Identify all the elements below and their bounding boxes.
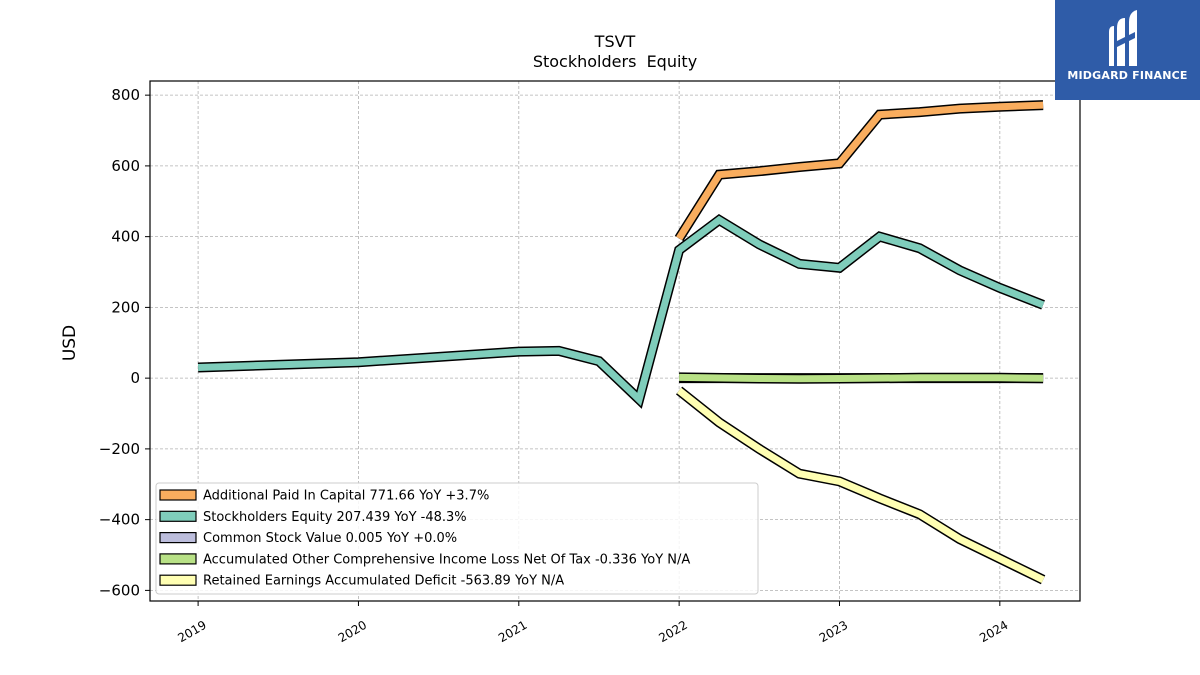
y-tick-label: 400 bbox=[111, 228, 140, 246]
series-group bbox=[197, 100, 1046, 585]
series-line bbox=[679, 373, 1044, 383]
y-tick-label: −400 bbox=[99, 511, 140, 529]
legend-label: Retained Earnings Accumulated Deficit -5… bbox=[203, 574, 564, 589]
legend-swatch bbox=[159, 531, 197, 544]
legend-label: Accumulated Other Comprehensive Income L… bbox=[203, 552, 690, 567]
legend-box bbox=[155, 482, 759, 595]
y-tick-label: 800 bbox=[111, 86, 140, 104]
plot-area bbox=[149, 80, 1081, 602]
y-tick-label: 200 bbox=[111, 298, 140, 316]
legend-swatch bbox=[159, 574, 197, 586]
legend-swatch bbox=[159, 489, 197, 501]
y-tick-label: −600 bbox=[99, 581, 140, 599]
legend: Additional Paid In Capital 771.66 YoY +3… bbox=[155, 482, 759, 595]
x-tick-label: 2019 bbox=[175, 618, 208, 645]
legend-label: Stockholders Equity 207.439 YoY -48.3% bbox=[203, 510, 467, 525]
x-tick-label: 2020 bbox=[336, 618, 369, 645]
series-line bbox=[197, 215, 1045, 407]
series-line bbox=[676, 101, 1044, 241]
y-tick-label: 0 bbox=[130, 369, 140, 387]
legend-label: Common Stock Value 0.005 YoY +0.0% bbox=[203, 531, 457, 546]
legend-label: Additional Paid In Capital 771.66 YoY +3… bbox=[203, 489, 489, 504]
chart-title: TSVT bbox=[594, 32, 636, 51]
x-tick-label: 2024 bbox=[977, 618, 1010, 645]
x-tick-label: 2021 bbox=[496, 618, 529, 645]
y-tick-label: −200 bbox=[99, 440, 140, 458]
x-tick-label: 2022 bbox=[656, 618, 689, 645]
chart-subtitle: Stockholders Equity bbox=[533, 52, 697, 71]
y-axis-label: USD bbox=[60, 325, 80, 361]
series-line bbox=[676, 387, 1045, 583]
y-tick-label: 600 bbox=[111, 157, 140, 175]
logo-text: MIDGARD FINANCE bbox=[1067, 69, 1188, 82]
legend-swatch bbox=[159, 553, 197, 565]
legend-swatch bbox=[159, 510, 197, 522]
midgard-finance-logo-icon bbox=[1109, 10, 1137, 66]
brand-logo: MIDGARD FINANCE bbox=[1055, 0, 1200, 100]
x-tick-label: 2023 bbox=[817, 618, 850, 645]
